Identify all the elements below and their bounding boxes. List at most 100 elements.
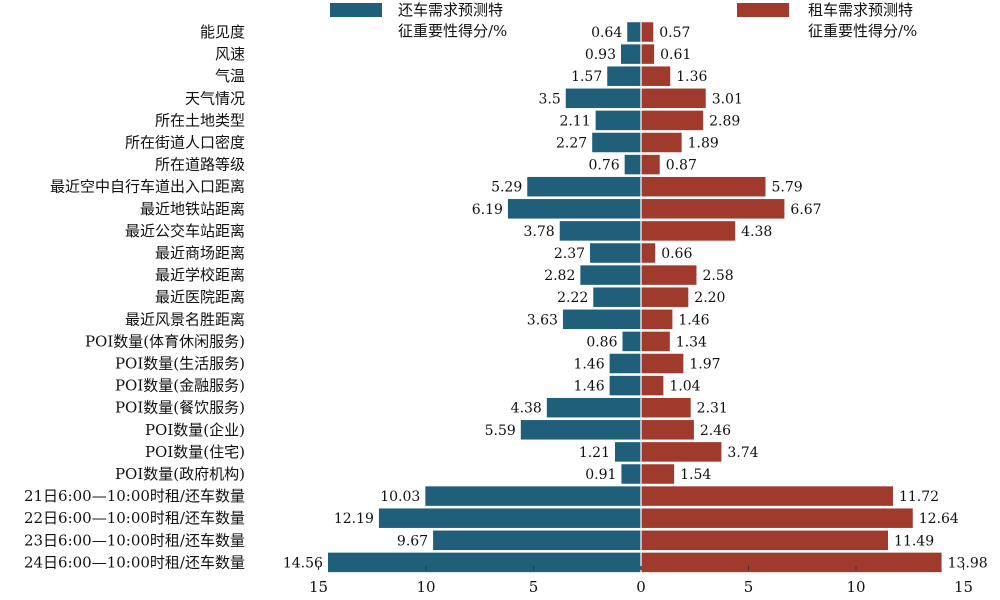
x-axis: 15 10 5 0 5 10 15 [309,566,973,596]
legend-swatch-rent [737,3,789,17]
value-label-rent-14: 1.46 [678,312,709,328]
value-label-return-16: 1.46 [573,357,604,373]
value-label-return-17: 1.46 [573,379,604,395]
value-label-return-9: 6.19 [472,202,503,218]
category-label-13: 最近医院距离 [155,288,245,306]
value-label-rent-23: 12.64 [919,511,959,527]
bar-return-9 [507,199,641,219]
value-label-rent-5: 2.89 [709,113,740,129]
x-tick-label-6: 10 [846,578,865,596]
category-label-3: 气温 [215,67,245,85]
bar-return-11 [590,243,641,263]
bar-return-18 [546,397,641,418]
bar-return-20 [614,442,641,462]
bar-return-14 [562,309,641,330]
value-label-rent-17: 1.04 [669,379,700,395]
value-label-rent-15: 1.34 [676,334,707,350]
category-label-1: 能见度 [200,23,245,41]
bar-rent-22 [641,486,893,506]
bar-return-7 [624,154,641,175]
category-label-5: 所在土地类型 [155,111,245,129]
bar-return-4 [565,88,641,109]
bar-return-10 [559,221,641,241]
value-label-rent-9: 6.67 [790,202,821,218]
bar-rent-25 [641,552,942,573]
bar-rent-4 [641,88,706,109]
bar-rent-21 [641,464,675,484]
value-label-return-7: 0.76 [588,158,619,174]
bar-rent-10 [641,221,736,241]
value-label-rent-10: 4.38 [741,224,772,240]
bar-rent-1 [641,22,654,42]
value-label-return-19: 5.59 [485,423,516,439]
bar-rent-2 [641,44,655,64]
value-label-return-18: 4.38 [511,401,542,417]
bar-return-2 [621,44,641,64]
legend-swatch-return [330,3,382,17]
category-label-17: POI数量(金融服务) [115,377,245,395]
legend-label-return-line-1: 还车需求预测特 [398,1,503,19]
value-label-return-2: 0.93 [585,47,616,63]
bar-rent-19 [641,420,694,440]
value-label-return-14: 3.63 [527,312,558,328]
bar-rent-17 [641,375,664,396]
category-label-24: 23日6:00—10:00时租/还车数量 [24,531,245,549]
bar-return-6 [592,132,641,153]
bar-return-23 [378,508,641,528]
value-label-rent-1: 0.57 [659,25,690,41]
bar-return-3 [607,66,641,86]
bar-rent-3 [641,66,671,86]
value-label-rent-4: 3.01 [712,91,743,107]
category-label-16: POI数量(生活服务) [115,355,245,373]
legend-label-return-line-2: 征重要性得分/% [398,22,507,40]
value-label-return-25: 14.56 [283,555,323,571]
value-label-rent-18: 2.31 [697,401,728,417]
value-label-return-8: 5.29 [491,180,522,196]
value-label-return-5: 2.11 [559,113,590,129]
x-tick-label-1: 15 [309,578,328,596]
bar-return-8 [527,176,641,197]
bar-rent-14 [641,309,673,330]
category-label-12: 最近学校距离 [155,266,245,284]
bar-return-19 [520,420,641,440]
bar-return-17 [609,375,641,396]
bar-rent-15 [641,331,670,352]
bar-rent-20 [641,442,722,462]
value-label-rent-13: 2.20 [694,290,725,306]
bar-rent-9 [641,199,785,219]
bar-return-15 [622,331,641,352]
value-label-rent-3: 1.36 [676,69,707,85]
x-tick-label-2: 10 [416,578,435,596]
bar-rent-24 [641,530,889,551]
bar-rent-13 [641,287,689,307]
value-label-rent-19: 2.46 [700,423,731,439]
bar-return-12 [580,265,641,285]
category-label-15: POI数量(体育休闲服务) [85,332,245,350]
category-label-22: 21日6:00—10:00时租/还车数量 [24,487,245,505]
bar-return-24 [433,530,641,551]
category-label-6: 所在街道人口密度 [125,134,245,152]
bar-return-22 [425,486,641,506]
category-label-21: POI数量(政府机构) [115,465,245,483]
value-label-rent-22: 11.72 [899,489,939,505]
value-label-return-12: 2.82 [544,268,575,284]
category-label-20: POI数量(住宅) [145,443,245,461]
bar-rent-23 [641,508,913,528]
value-label-return-23: 12.19 [334,511,374,527]
category-label-18: POI数量(餐饮服务) [115,399,245,417]
bar-return-16 [609,353,641,374]
value-label-rent-11: 0.66 [661,246,692,262]
bar-return-21 [621,464,641,484]
bars [327,20,942,574]
value-label-rent-21: 1.54 [680,467,711,483]
value-labels: 0.64 0.57 0.93 0.61 1.57 1.36 3.5 3.01 2.11 2.89 2… [283,25,988,571]
bar-rent-8 [641,176,766,197]
bar-return-13 [593,287,641,307]
value-label-return-20: 1.21 [579,445,610,461]
bar-rent-11 [641,243,656,263]
value-label-rent-16: 1.97 [689,357,720,373]
category-label-19: POI数量(企业) [145,421,245,439]
value-label-rent-7: 0.87 [666,158,697,174]
value-label-return-22: 10.03 [380,489,420,505]
value-label-return-1: 0.64 [591,25,622,41]
